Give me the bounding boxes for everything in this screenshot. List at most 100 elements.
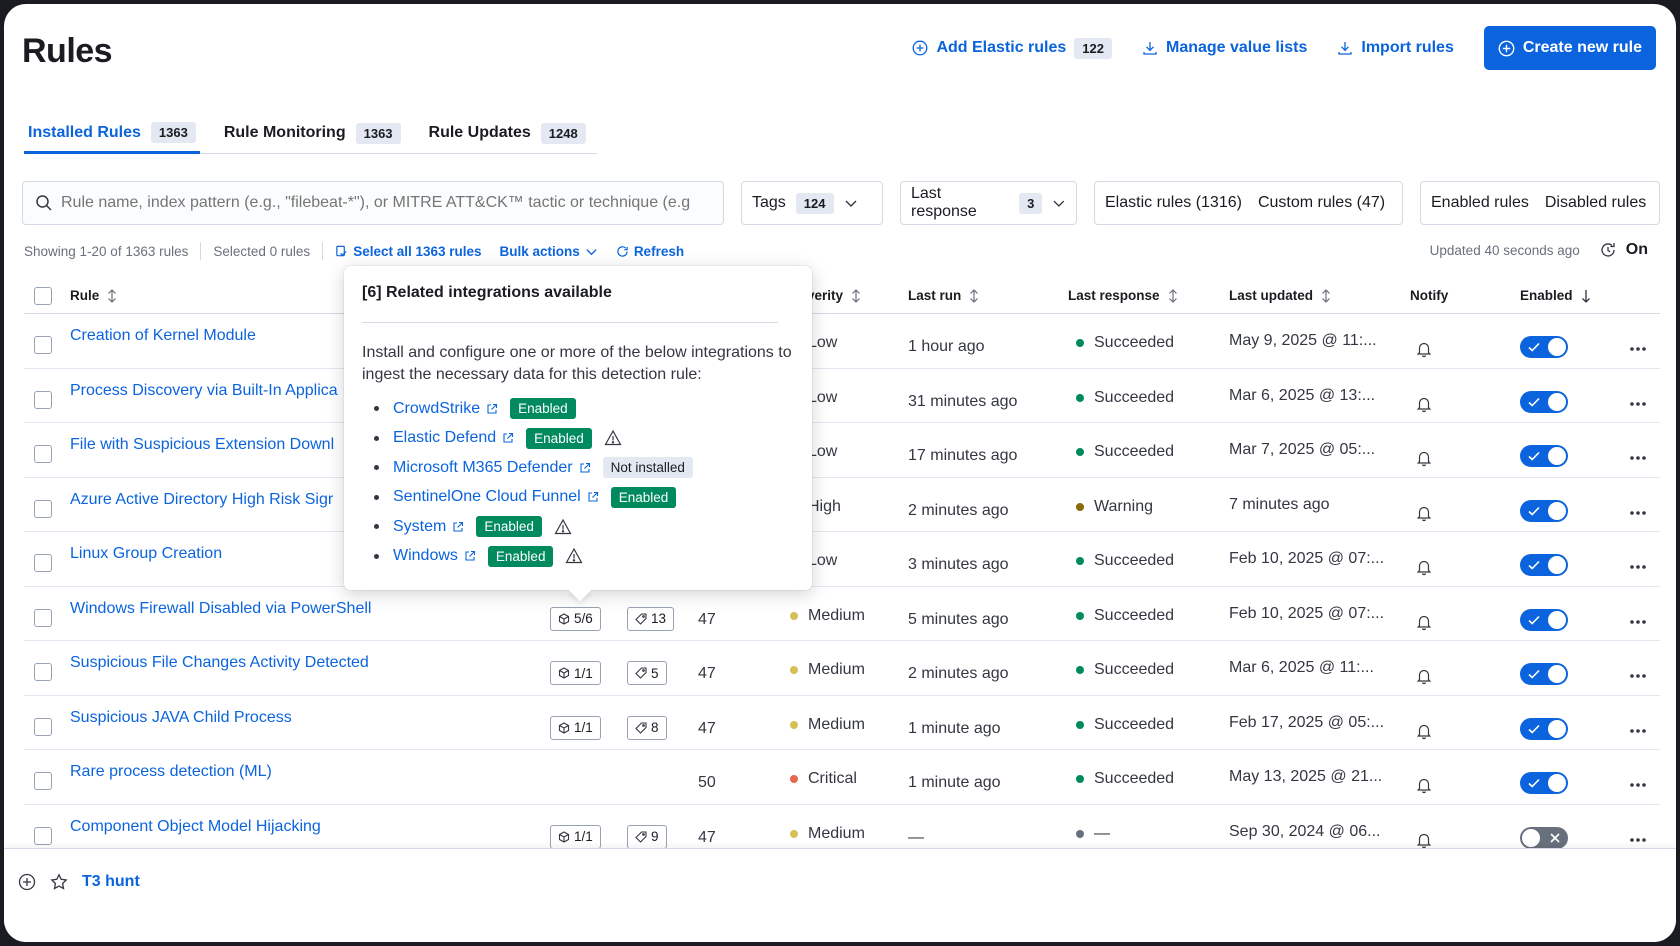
custom-rules-filter[interactable]: Custom rules (47) bbox=[1257, 194, 1386, 211]
column-severity[interactable]: verity bbox=[807, 288, 863, 303]
rule-name-link[interactable]: Windows Firewall Disabled via PowerShell bbox=[70, 599, 372, 617]
rule-name-link[interactable]: Rare process detection (ML) bbox=[70, 763, 272, 780]
add-elastic-rules-button[interactable]: Add Elastic rules 122 bbox=[912, 37, 1112, 59]
tags-badge[interactable]: 5 bbox=[627, 661, 667, 685]
rule-name-link[interactable]: Creation of Kernel Module bbox=[70, 327, 256, 344]
rule-enabled-switch[interactable] bbox=[1520, 663, 1568, 685]
more-actions-icon[interactable] bbox=[1628, 776, 1648, 794]
bell-icon[interactable] bbox=[1415, 613, 1433, 631]
rule-name-link[interactable]: Suspicious File Changes Activity Detecte… bbox=[70, 654, 369, 671]
integration-link[interactable]: SentinelOne Cloud Funnel bbox=[393, 488, 581, 506]
manage-value-lists-button[interactable]: Manage value lists bbox=[1142, 39, 1307, 57]
column-last-response[interactable]: Last response bbox=[1068, 288, 1180, 303]
row-checkbox[interactable] bbox=[34, 608, 52, 627]
severity: Medium bbox=[790, 716, 865, 734]
integration-status-badge: Enabled bbox=[526, 427, 592, 449]
plus-circle-icon[interactable] bbox=[18, 873, 36, 891]
more-actions-icon[interactable] bbox=[1628, 613, 1648, 631]
column-last-run[interactable]: Last run bbox=[908, 288, 981, 303]
sort-down-icon bbox=[1581, 289, 1590, 303]
auto-refresh-toggle[interactable]: On bbox=[1598, 240, 1648, 260]
row-checkbox[interactable] bbox=[34, 336, 52, 354]
tags-badge[interactable]: 13 bbox=[627, 606, 675, 631]
search-input[interactable] bbox=[61, 194, 711, 212]
select-all-button[interactable]: Select all 1363 rules bbox=[335, 244, 482, 259]
column-enabled[interactable]: Enabled bbox=[1520, 288, 1593, 303]
refresh-button[interactable]: Refresh bbox=[616, 244, 684, 259]
integrations-badge[interactable]: 1/1 bbox=[550, 824, 601, 849]
tags-badge[interactable]: 9 bbox=[627, 824, 667, 849]
import-rules-button[interactable]: Import rules bbox=[1337, 39, 1454, 57]
status-dot bbox=[1076, 339, 1084, 347]
row-checkbox[interactable] bbox=[34, 772, 52, 790]
last-response-label: Succeeded bbox=[1094, 715, 1175, 733]
row-checkbox[interactable] bbox=[34, 663, 52, 681]
row-checkbox[interactable] bbox=[34, 445, 52, 463]
enabled-rules-filter[interactable]: Enabled rules bbox=[1431, 194, 1529, 211]
integrations-badge[interactable]: 1/1 bbox=[550, 661, 601, 685]
integration-link[interactable]: System bbox=[393, 517, 447, 535]
rule-name-link[interactable]: Linux Group Creation bbox=[70, 545, 223, 562]
integration-link[interactable]: CrowdStrike bbox=[393, 399, 481, 417]
tag-icon bbox=[635, 612, 647, 625]
integrations-badge[interactable]: 5/6 bbox=[550, 606, 601, 631]
rule-name-link[interactable]: Process Discovery via Built-In Applica bbox=[70, 381, 338, 399]
bell-icon[interactable] bbox=[1415, 340, 1433, 358]
tags-filter-button[interactable]: Tags 124 bbox=[741, 181, 883, 225]
rule-enabled-switch[interactable] bbox=[1520, 554, 1568, 576]
tags-badge[interactable]: 8 bbox=[627, 715, 667, 740]
bell-icon[interactable] bbox=[1415, 667, 1433, 685]
row-checkbox[interactable] bbox=[34, 826, 52, 845]
bell-icon[interactable] bbox=[1415, 722, 1433, 740]
rule-enabled-switch[interactable] bbox=[1520, 445, 1568, 467]
rule-enabled-switch[interactable] bbox=[1520, 390, 1568, 413]
bell-icon[interactable] bbox=[1415, 776, 1433, 794]
column-rule[interactable]: Rule bbox=[70, 288, 119, 303]
tab-installed-rules[interactable]: Installed Rules 1363 bbox=[24, 114, 200, 154]
rule-name-link[interactable]: File with Suspicious Extension Downl bbox=[70, 436, 335, 453]
bell-icon[interactable] bbox=[1415, 395, 1433, 413]
rule-name-link[interactable]: Azure Active Directory High Risk Sigr bbox=[70, 490, 334, 508]
column-last-updated[interactable]: Last updated bbox=[1229, 288, 1333, 303]
bell-icon[interactable] bbox=[1415, 504, 1433, 522]
rule-enabled-switch[interactable] bbox=[1520, 608, 1568, 631]
integration-link[interactable]: Elastic Defend bbox=[393, 429, 497, 447]
integration-link[interactable]: Microsoft M365 Defender bbox=[393, 458, 573, 476]
rule-enabled-switch[interactable] bbox=[1520, 499, 1568, 522]
more-actions-icon[interactable] bbox=[1628, 558, 1648, 576]
integration-link[interactable]: Windows bbox=[393, 547, 458, 565]
rule-enabled-switch[interactable] bbox=[1520, 336, 1568, 358]
tab-rule-updates[interactable]: Rule Updates 1248 bbox=[425, 114, 590, 152]
row-checkbox[interactable] bbox=[34, 390, 52, 409]
more-actions-icon[interactable] bbox=[1628, 504, 1648, 522]
disabled-rules-filter[interactable]: Disabled rules bbox=[1544, 194, 1647, 211]
create-new-rule-button[interactable]: Create new rule bbox=[1483, 26, 1656, 70]
bell-icon[interactable] bbox=[1415, 449, 1433, 467]
integrations-badge[interactable]: 1/1 bbox=[550, 715, 601, 740]
more-actions-icon[interactable] bbox=[1628, 395, 1648, 413]
rule-name-link[interactable]: Component Object Model Hijacking bbox=[70, 817, 321, 835]
risk-score: 47 bbox=[698, 610, 716, 628]
star-icon[interactable] bbox=[50, 873, 68, 891]
tags-count: 9 bbox=[651, 829, 659, 844]
row-checkbox[interactable] bbox=[34, 717, 52, 736]
rule-enabled-switch[interactable] bbox=[1520, 826, 1568, 849]
row-checkbox[interactable] bbox=[34, 499, 52, 518]
select-all-checkbox[interactable] bbox=[34, 287, 52, 305]
elastic-rules-filter[interactable]: Elastic rules (1316) bbox=[1105, 194, 1242, 211]
last-response-filter-button[interactable]: Last response 3 bbox=[900, 181, 1077, 225]
rule-enabled-switch[interactable] bbox=[1520, 717, 1568, 740]
more-actions-icon[interactable] bbox=[1628, 831, 1648, 849]
bell-icon[interactable] bbox=[1415, 831, 1433, 849]
more-actions-icon[interactable] bbox=[1628, 340, 1648, 358]
more-actions-icon[interactable] bbox=[1628, 722, 1648, 740]
rule-name-link[interactable]: Suspicious JAVA Child Process bbox=[70, 708, 292, 726]
rule-enabled-switch[interactable] bbox=[1520, 772, 1568, 794]
more-actions-icon[interactable] bbox=[1628, 667, 1648, 685]
row-checkbox[interactable] bbox=[34, 554, 52, 572]
bulk-actions-button[interactable]: Bulk actions bbox=[500, 244, 598, 259]
tab-rule-monitoring[interactable]: Rule Monitoring 1363 bbox=[220, 114, 405, 152]
timeline-title[interactable]: T3 hunt bbox=[82, 873, 140, 890]
more-actions-icon[interactable] bbox=[1628, 449, 1648, 467]
bell-icon[interactable] bbox=[1415, 558, 1433, 576]
